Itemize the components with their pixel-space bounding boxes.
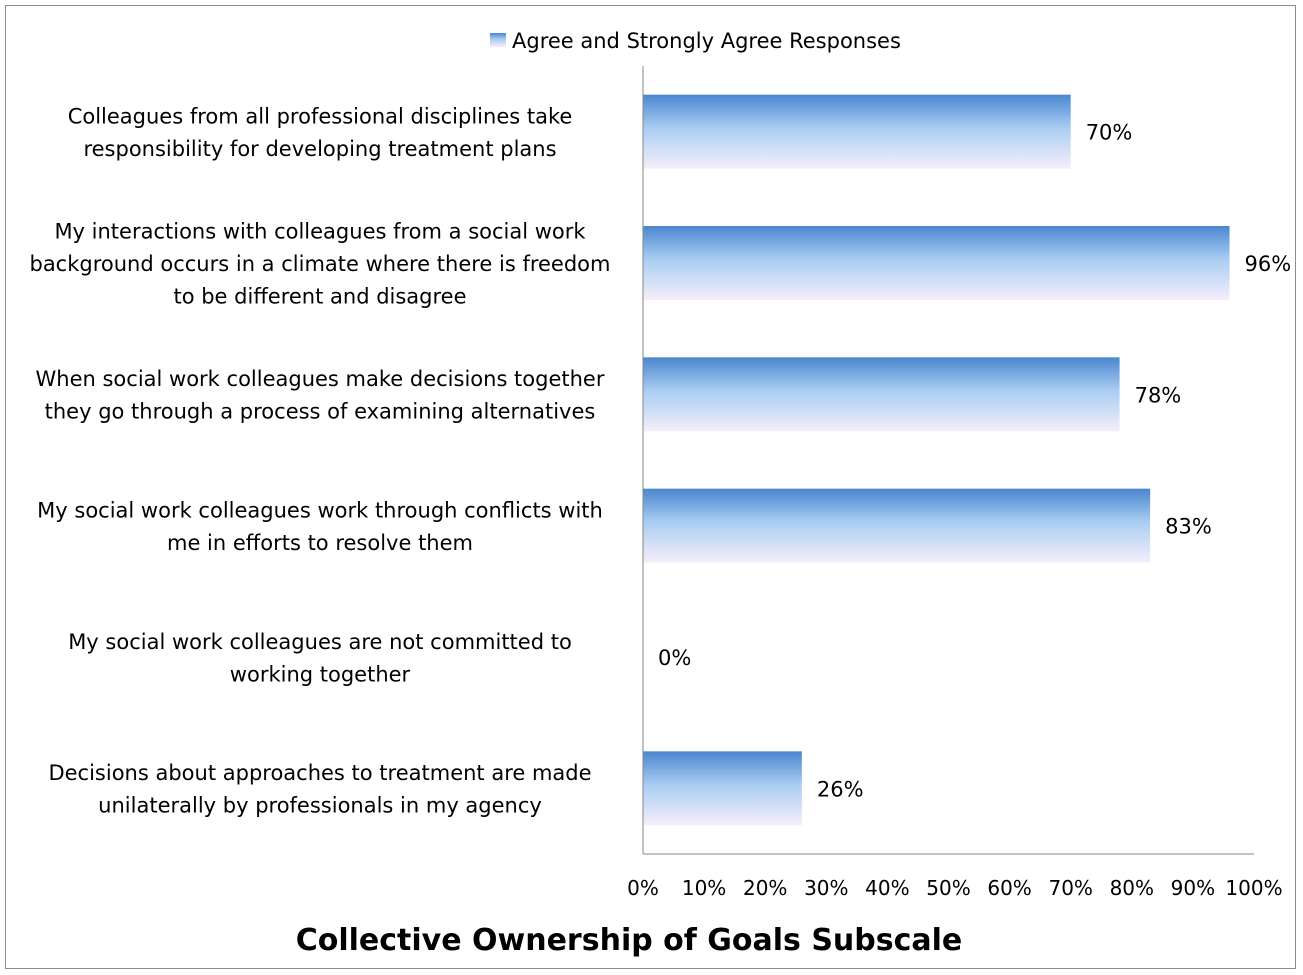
category-labels: Colleagues from all professional discipl… xyxy=(29,104,610,817)
x-tick-labels: 0% 10% 20% 30% 40% 50% 60% 70% 80% 90% 100% xyxy=(627,876,1282,900)
category-label: My interactions with colleagues from a s… xyxy=(29,220,610,309)
category-label: When social work colleagues make decisio… xyxy=(36,367,605,424)
category-label: My social work colleagues work through c… xyxy=(37,498,603,555)
legend: Agree and Strongly Agree Responses xyxy=(490,29,901,53)
value-label: 70% xyxy=(1086,121,1133,145)
x-tick-label: 90% xyxy=(1171,876,1215,900)
x-tick-label: 40% xyxy=(865,876,909,900)
value-label: 0% xyxy=(658,646,691,670)
value-label: 78% xyxy=(1135,383,1182,407)
chart-title: Collective Ownership of Goals Subscale xyxy=(296,923,963,958)
x-tick-label: 20% xyxy=(743,876,787,900)
value-label: 83% xyxy=(1165,515,1212,539)
x-tick-label: 10% xyxy=(682,876,726,900)
x-tick-label: 80% xyxy=(1110,876,1154,900)
legend-swatch xyxy=(490,33,506,47)
bar xyxy=(643,357,1120,432)
bar xyxy=(643,94,1071,169)
x-tick-label: 70% xyxy=(1048,876,1092,900)
bar xyxy=(643,226,1230,300)
bar xyxy=(643,488,1151,563)
x-tick-label: 30% xyxy=(804,876,848,900)
x-tick-label: 100% xyxy=(1225,876,1282,900)
bars-group xyxy=(643,94,1230,826)
x-tick-label: 50% xyxy=(926,876,970,900)
legend-label: Agree and Strongly Agree Responses xyxy=(512,29,901,53)
value-label: 96% xyxy=(1245,252,1292,276)
category-label: My social work colleagues are not commit… xyxy=(68,630,572,687)
bar xyxy=(643,751,802,826)
value-label: 26% xyxy=(817,777,864,801)
x-tick-label: 60% xyxy=(987,876,1031,900)
category-label: Decisions about approaches to treatment … xyxy=(48,761,591,818)
category-label: Colleagues from all professional discipl… xyxy=(68,104,573,161)
x-tick-label: 0% xyxy=(627,876,659,900)
value-labels: 70% 96% 78% 83% 0% 26% xyxy=(658,121,1291,802)
